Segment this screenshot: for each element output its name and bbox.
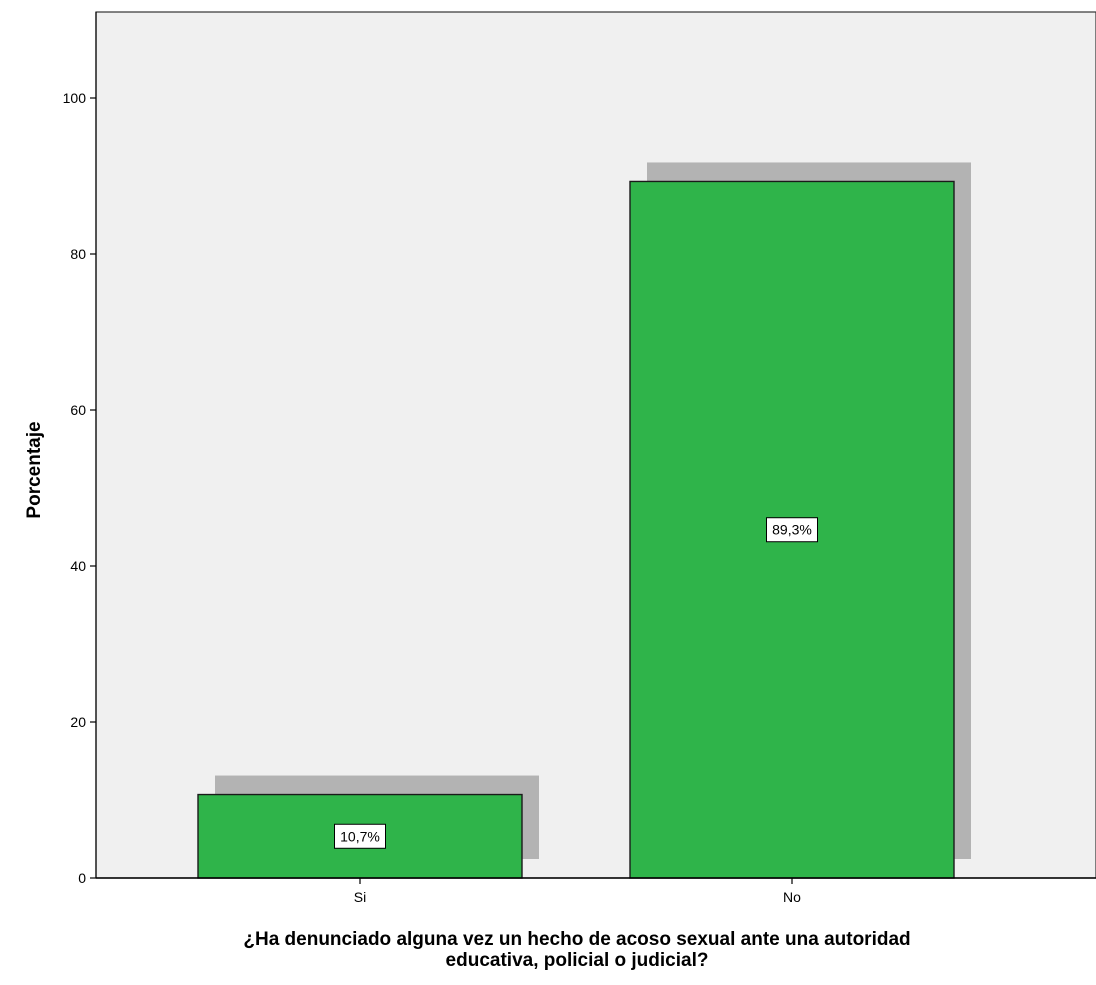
- x-tick-label: Si: [354, 889, 366, 905]
- x-axis-title-line-1: ¿Ha denunciado alguna vez un hecho de ac…: [243, 929, 910, 950]
- y-axis-title: Porcentaje: [24, 421, 45, 518]
- x-axis: Si No: [96, 877, 1096, 905]
- data-labels: 10,7% 89,3%: [334, 517, 818, 849]
- data-label: 89,3%: [772, 522, 812, 538]
- y-tick-label: 40: [70, 558, 86, 574]
- y-axis: 0 20 40 60 80 100: [63, 12, 97, 886]
- y-tick-label: 60: [70, 402, 86, 418]
- y-tick-label: 80: [70, 246, 86, 262]
- x-tick-label: No: [783, 889, 801, 905]
- y-tick-label: 20: [70, 714, 86, 730]
- y-tick-label: 100: [63, 90, 87, 106]
- bars: [197, 180, 955, 879]
- y-tick-label: 0: [78, 870, 86, 886]
- data-label-box: [766, 517, 818, 543]
- data-label: 10,7%: [340, 828, 380, 844]
- data-label-box: [334, 823, 386, 849]
- x-axis-title-line-2: educativa, policial o judicial?: [446, 950, 709, 971]
